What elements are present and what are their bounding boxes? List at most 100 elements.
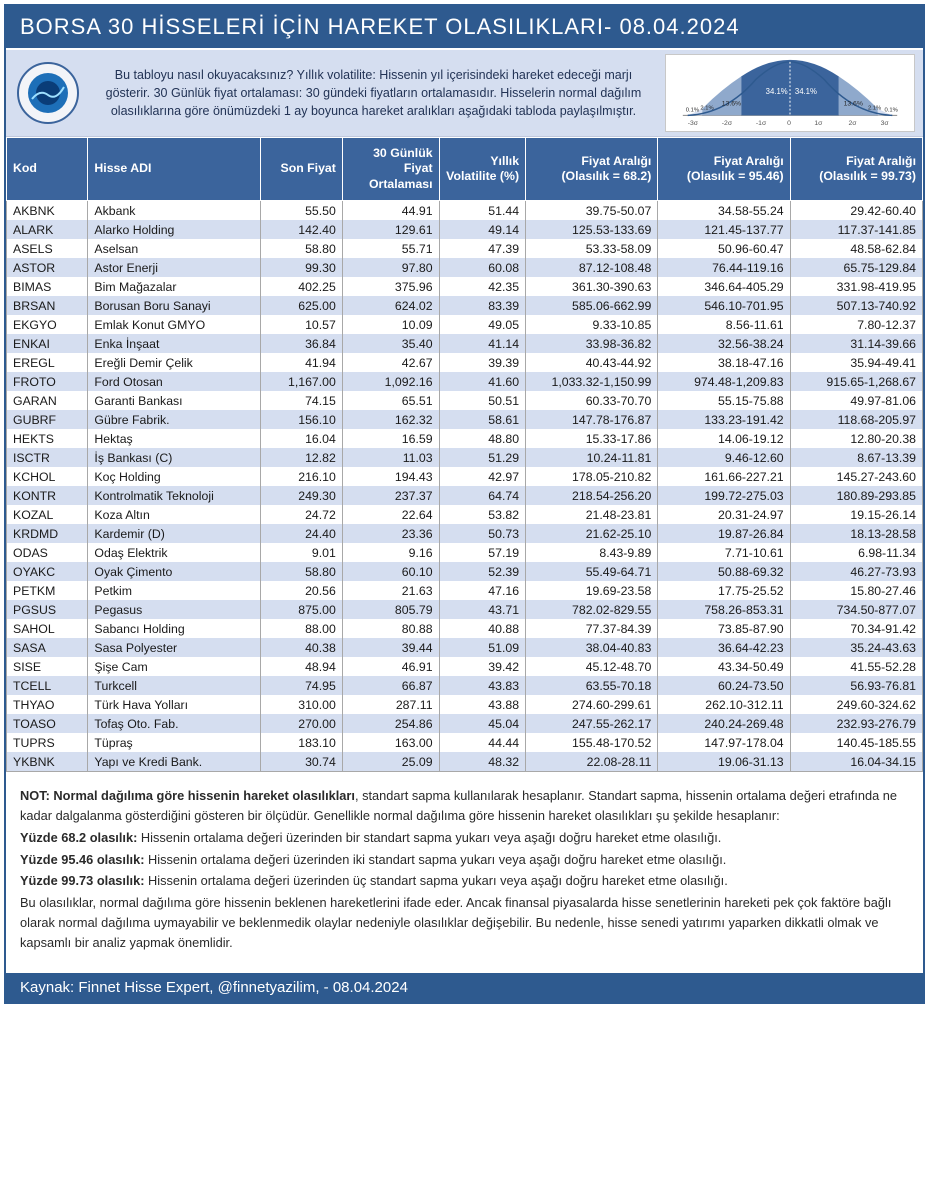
cell-vol: 52.39 [439,562,526,581]
cell-r1: 147.78-176.87 [526,410,658,429]
cell-last: 12.82 [261,448,342,467]
cell-vol: 64.74 [439,486,526,505]
cell-vol: 44.44 [439,733,526,752]
cell-avg: 163.00 [342,733,439,752]
intro-text: Bu tabloyu nasıl okuyacaksınız? Yıllık v… [92,62,655,124]
cell-r2: 73.85-87.90 [658,619,790,638]
cell-r2: 147.97-178.04 [658,733,790,752]
cell-avg: 9.16 [342,543,439,562]
cell-r2: 161.66-227.21 [658,467,790,486]
svg-text:0.1%: 0.1% [686,108,699,114]
cell-kod: OYAKC [7,562,88,581]
cell-name: Garanti Bankası [88,391,261,410]
cell-kod: PGSUS [7,600,88,619]
table-row: THYAOTürk Hava Yolları310.00287.1143.882… [7,695,923,714]
cell-kod: THYAO [7,695,88,714]
cell-last: 216.10 [261,467,342,486]
cell-r3: 65.75-129.84 [790,258,922,277]
cell-kod: PETKM [7,581,88,600]
cell-r2: 14.06-19.12 [658,429,790,448]
svg-text:2.1%: 2.1% [700,106,713,112]
col-name: Hisse ADI [88,138,261,201]
cell-last: 1,167.00 [261,372,342,391]
cell-kod: EKGYO [7,315,88,334]
cell-r2: 43.34-50.49 [658,657,790,676]
table-row: AKBNKAkbank55.5044.9151.4439.75-50.0734.… [7,201,923,221]
cell-avg: 35.40 [342,334,439,353]
table-row: GARANGaranti Bankası74.1565.5150.5160.33… [7,391,923,410]
col-r3: Fiyat Aralığı (Olasılık = 99.73) [790,138,922,201]
cell-kod: ENKAI [7,334,88,353]
cell-r3: 35.94-49.41 [790,353,922,372]
table-row: TCELLTurkcell74.9566.8743.8363.55-70.186… [7,676,923,695]
cell-name: Petkim [88,581,261,600]
cell-kod: SAHOL [7,619,88,638]
cell-avg: 66.87 [342,676,439,695]
cell-r1: 53.33-58.09 [526,239,658,258]
cell-vol: 49.14 [439,220,526,239]
cell-r1: 125.53-133.69 [526,220,658,239]
cell-vol: 53.82 [439,505,526,524]
cell-r3: 31.14-39.66 [790,334,922,353]
note-p95-bold: Yüzde 95.46 olasılık: [20,852,144,867]
cell-vol: 41.60 [439,372,526,391]
cell-kod: SISE [7,657,88,676]
cell-r2: 121.45-137.77 [658,220,790,239]
cell-kod: ISCTR [7,448,88,467]
cell-kod: EREGL [7,353,88,372]
table-row: KCHOLKoç Holding216.10194.4342.97178.05-… [7,467,923,486]
table-row: KONTRKontrolmatik Teknoloji249.30237.376… [7,486,923,505]
table-row: EKGYOEmlak Konut GMYO10.5710.0949.059.33… [7,315,923,334]
cell-name: Koç Holding [88,467,261,486]
cell-last: 41.94 [261,353,342,372]
cell-last: 48.94 [261,657,342,676]
cell-last: 249.30 [261,486,342,505]
cell-r2: 346.64-405.29 [658,277,790,296]
table-row: OYAKCOyak Çimento58.8060.1052.3955.49-64… [7,562,923,581]
cell-vol: 49.05 [439,315,526,334]
col-last: Son Fiyat [261,138,342,201]
cell-r1: 63.55-70.18 [526,676,658,695]
cell-r3: 12.80-20.38 [790,429,922,448]
cell-vol: 40.88 [439,619,526,638]
table-row: TUPRSTüpraş183.10163.0044.44155.48-170.5… [7,733,923,752]
cell-name: Şişe Cam [88,657,261,676]
cell-vol: 57.19 [439,543,526,562]
cell-avg: 60.10 [342,562,439,581]
cell-r3: 29.42-60.40 [790,201,922,221]
cell-last: 310.00 [261,695,342,714]
cell-name: Gübre Fabrik. [88,410,261,429]
cell-kod: YKBNK [7,752,88,771]
cell-avg: 55.71 [342,239,439,258]
cell-r2: 19.87-26.84 [658,524,790,543]
cell-avg: 42.67 [342,353,439,372]
table-row: FROTOFord Otosan1,167.001,092.1641.601,0… [7,372,923,391]
table-row: ODASOdaş Elektrik9.019.1657.198.43-9.897… [7,543,923,562]
cell-r1: 585.06-662.99 [526,296,658,315]
cell-kod: KOZAL [7,505,88,524]
cell-r1: 22.08-28.11 [526,752,658,771]
cell-name: Türk Hava Yolları [88,695,261,714]
dist-mid-right-label: 13.6% [844,101,863,108]
cell-r1: 21.48-23.81 [526,505,658,524]
cell-last: 142.40 [261,220,342,239]
cell-r3: 140.45-185.55 [790,733,922,752]
page-title: BORSA 30 HİSSELERİ İÇİN HAREKET OLASILIK… [6,6,923,50]
cell-last: 20.56 [261,581,342,600]
table-row: BIMASBim Mağazalar402.25375.9642.35361.3… [7,277,923,296]
cell-r1: 33.98-36.82 [526,334,658,353]
cell-name: Koza Altın [88,505,261,524]
cell-vol: 50.51 [439,391,526,410]
col-kod: Kod [7,138,88,201]
cell-avg: 80.88 [342,619,439,638]
cell-r2: 133.23-191.42 [658,410,790,429]
cell-avg: 65.51 [342,391,439,410]
cell-r3: 249.60-324.62 [790,695,922,714]
col-r2: Fiyat Aralığı (Olasılık = 95.46) [658,138,790,201]
cell-r1: 9.33-10.85 [526,315,658,334]
cell-r2: 76.44-119.16 [658,258,790,277]
cell-r3: 6.98-11.34 [790,543,922,562]
cell-avg: 624.02 [342,296,439,315]
svg-text:2.1%: 2.1% [868,106,881,112]
cell-r2: 8.56-11.61 [658,315,790,334]
